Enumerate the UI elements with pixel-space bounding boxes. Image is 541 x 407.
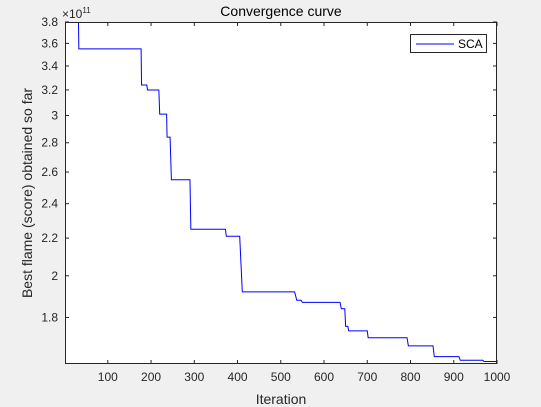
x-tick-label: 700	[357, 370, 377, 384]
legend: SCA	[410, 34, 487, 53]
series-layer	[77, 22, 497, 363]
legend-label: SCA	[458, 37, 483, 51]
x-tick-label: 800	[400, 370, 420, 384]
ticks-layer: 100 200 300 400 500 600 700 800 900 1000 1.8 2 2.2 2.…	[41, 15, 510, 384]
x-tick-label: 500	[271, 370, 291, 384]
x-tick-label: 200	[141, 370, 161, 384]
series-line-sca	[77, 22, 497, 363]
y-exponent-base: ×10	[62, 7, 83, 21]
y-exponent-power: 11	[82, 6, 91, 15]
y-exponent-label: ×1011	[62, 6, 91, 21]
y-tick-label: 2.6	[41, 165, 58, 179]
y-axis-label: Best flame (score) obtained so far	[19, 88, 35, 298]
y-tick-label: 3.6	[41, 36, 58, 50]
x-tick-label: 300	[184, 370, 204, 384]
x-tick-label: 100	[98, 370, 118, 384]
y-tick-label: 2	[51, 269, 58, 283]
plot-area	[65, 22, 497, 364]
x-tick-label: 400	[228, 370, 248, 384]
x-tick-label: 600	[314, 370, 334, 384]
x-tick-label: 900	[444, 370, 464, 384]
y-tick-label: 2.2	[41, 231, 58, 245]
y-tick-label: 2.8	[41, 136, 58, 150]
y-tick-label: 2.4	[41, 197, 58, 211]
y-tick-label: 3.2	[41, 83, 58, 97]
x-tick-label: 1000	[484, 370, 511, 384]
x-axis-label: Iteration	[256, 391, 307, 407]
chart-title: Convergence curve	[220, 3, 342, 19]
y-tick-label: 3.8	[41, 15, 58, 29]
y-tick-label: 1.8	[41, 310, 58, 324]
y-tick-label: 3.4	[41, 59, 58, 73]
y-tick-label: 3	[51, 108, 58, 122]
